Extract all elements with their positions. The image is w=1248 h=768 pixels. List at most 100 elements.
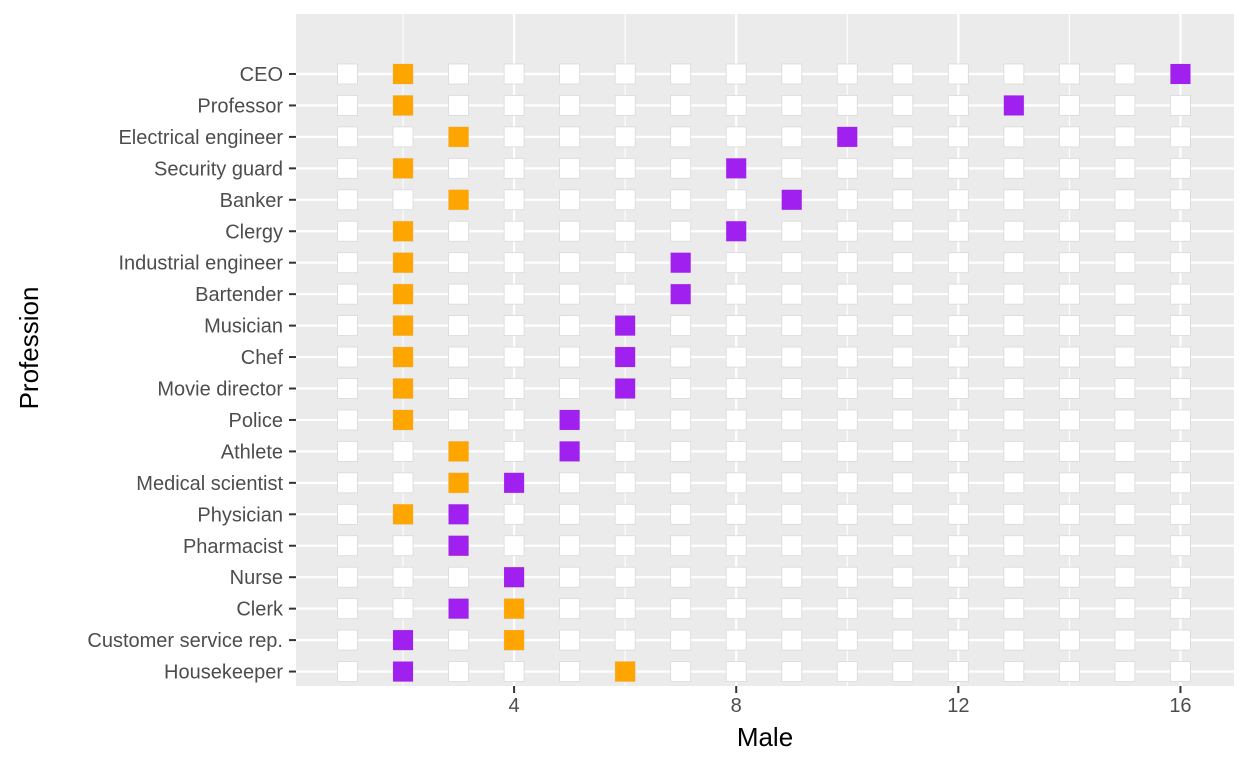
- empty-box: [781, 503, 803, 525]
- y-tick-label: Pharmacist: [183, 536, 283, 558]
- empty-box: [670, 378, 692, 399]
- empty-box: [892, 409, 914, 431]
- empty-box: [503, 63, 525, 85]
- empty-box: [337, 126, 358, 148]
- empty-box: [503, 535, 525, 557]
- empty-box: [892, 661, 914, 682]
- empty-box: [337, 440, 358, 462]
- series-1-point: [448, 189, 469, 210]
- empty-box: [1058, 535, 1080, 557]
- empty-box: [559, 378, 581, 399]
- empty-box: [392, 598, 414, 620]
- empty-box: [892, 472, 914, 494]
- y-tick-label: Housekeeper: [164, 662, 283, 684]
- empty-box: [1003, 566, 1025, 588]
- empty-box: [725, 126, 747, 148]
- empty-box: [1003, 252, 1025, 274]
- empty-box: [836, 661, 858, 682]
- y-tick-label: Athlete: [221, 441, 283, 463]
- empty-box: [1058, 126, 1080, 148]
- series-2-point: [393, 630, 414, 651]
- empty-box: [1170, 566, 1191, 588]
- y-tick-label: Movie director: [157, 379, 283, 401]
- y-axis: CEO Professor Electrical engineer Security …: [87, 64, 296, 684]
- empty-box: [892, 252, 914, 274]
- empty-box: [1003, 440, 1025, 462]
- empty-box: [1114, 409, 1136, 431]
- empty-box: [503, 503, 525, 525]
- empty-box: [337, 472, 358, 494]
- empty-box: [448, 283, 469, 305]
- series-1-point: [393, 409, 414, 430]
- y-tick-label: Banker: [220, 190, 284, 212]
- series-2-point: [615, 347, 636, 368]
- empty-box: [1114, 661, 1136, 682]
- empty-box: [559, 252, 581, 274]
- empty-box: [559, 283, 581, 305]
- empty-box: [1003, 157, 1025, 179]
- empty-box: [670, 440, 692, 462]
- empty-box: [448, 661, 469, 682]
- empty-box: [1058, 661, 1080, 682]
- empty-box: [559, 315, 581, 337]
- empty-box: [1170, 503, 1191, 525]
- empty-box: [781, 63, 803, 85]
- empty-box: [892, 283, 914, 305]
- empty-box: [614, 252, 636, 274]
- y-tick-label: Bartender: [195, 284, 283, 306]
- empty-box: [670, 157, 692, 179]
- empty-box: [836, 598, 858, 620]
- empty-box: [1114, 220, 1136, 242]
- empty-box: [947, 629, 969, 651]
- empty-box: [392, 566, 414, 588]
- empty-box: [614, 566, 636, 588]
- empty-box: [947, 661, 969, 682]
- empty-box: [503, 440, 525, 462]
- empty-box: [781, 378, 803, 399]
- empty-box: [947, 189, 969, 211]
- empty-box: [1170, 346, 1191, 368]
- empty-box: [670, 503, 692, 525]
- series-1-point: [393, 284, 414, 305]
- empty-box: [836, 283, 858, 305]
- y-tick-label: Security guard: [154, 158, 283, 180]
- empty-box: [1170, 315, 1191, 337]
- empty-box: [392, 126, 414, 148]
- empty-box: [337, 252, 358, 274]
- empty-box: [947, 63, 969, 85]
- empty-box: [670, 566, 692, 588]
- empty-box: [1003, 63, 1025, 85]
- empty-box: [1058, 440, 1080, 462]
- empty-box: [781, 157, 803, 179]
- series-2-point: [448, 598, 469, 619]
- empty-box: [781, 661, 803, 682]
- empty-box: [448, 346, 469, 368]
- empty-box: [1058, 503, 1080, 525]
- empty-box: [892, 503, 914, 525]
- empty-box: [725, 378, 747, 399]
- empty-box: [892, 220, 914, 242]
- empty-box: [559, 661, 581, 682]
- x-tick-label: 12: [947, 695, 969, 717]
- empty-box: [337, 661, 358, 682]
- empty-box: [1170, 378, 1191, 399]
- empty-box: [392, 472, 414, 494]
- empty-box: [1170, 283, 1191, 305]
- empty-box: [559, 157, 581, 179]
- empty-box: [670, 189, 692, 211]
- empty-box: [1114, 535, 1136, 557]
- empty-box: [614, 63, 636, 85]
- empty-box: [836, 535, 858, 557]
- empty-box: [670, 126, 692, 148]
- empty-box: [1170, 598, 1191, 620]
- empty-box: [1003, 126, 1025, 148]
- empty-box: [836, 189, 858, 211]
- empty-box: [503, 661, 525, 682]
- empty-box: [1003, 598, 1025, 620]
- empty-box: [836, 220, 858, 242]
- empty-box: [448, 63, 469, 85]
- series-1-point: [504, 630, 525, 651]
- empty-box: [614, 535, 636, 557]
- empty-box: [1058, 566, 1080, 588]
